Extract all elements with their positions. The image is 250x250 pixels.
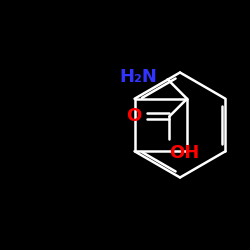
Text: H₂N: H₂N [120,68,158,86]
Text: OH: OH [169,144,200,162]
Text: O: O [126,108,142,126]
